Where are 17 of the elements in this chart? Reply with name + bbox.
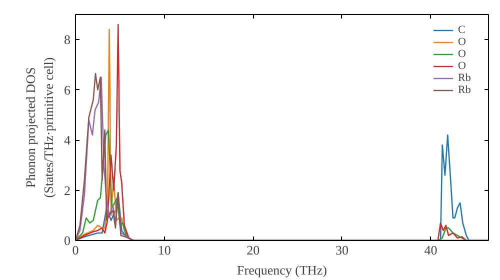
x-tick-label: 30 bbox=[335, 242, 348, 258]
y-tick-label: 0 bbox=[64, 233, 70, 248]
x-tick-label: 10 bbox=[158, 242, 171, 258]
legend-label: O bbox=[458, 48, 467, 60]
x-tick-label: 20 bbox=[246, 242, 260, 258]
y-tick-label: 8 bbox=[64, 32, 70, 48]
x-tick-label: 40 bbox=[424, 242, 438, 258]
legend-label: O bbox=[458, 60, 467, 72]
legend-label: O bbox=[458, 36, 467, 48]
y-tick-label: 2 bbox=[64, 182, 70, 198]
y-tick-label: 4 bbox=[64, 132, 71, 148]
legend-label: C bbox=[458, 24, 466, 36]
y-axis-title: Phonon projected DOS (States/THz·primitive cell) bbox=[23, 57, 56, 198]
x-axis-title: Frequency (THz) bbox=[237, 262, 327, 278]
y-tick-label: 6 bbox=[64, 82, 71, 98]
legend-label: Rb bbox=[458, 84, 472, 96]
legend-label: Rb bbox=[458, 72, 472, 84]
